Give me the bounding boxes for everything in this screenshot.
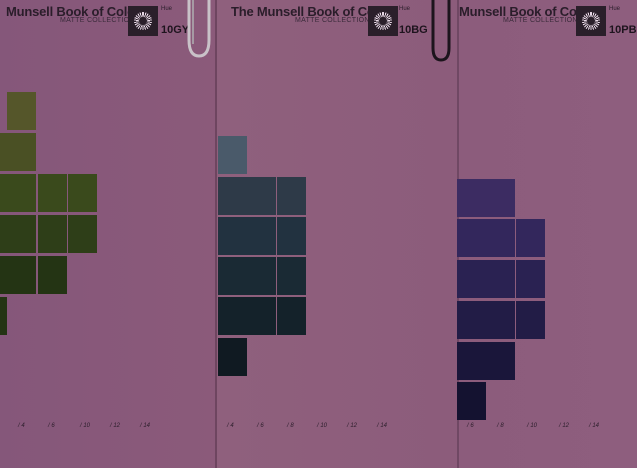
color-chip [218,297,247,335]
color-chip [457,301,486,339]
color-chip [277,217,306,255]
hue-label: Hue [399,6,411,12]
card-subtitle: MATTE COLLECTION [503,17,578,24]
color-chip [7,174,36,212]
chroma-label: / 14 [140,423,151,429]
color-chip [486,342,515,380]
chroma-label: / 10 [317,423,328,429]
color-chip [0,215,7,253]
chroma-label: / 12 [110,423,121,429]
chroma-label: / 14 [589,423,600,429]
color-chip [486,260,515,298]
card-subtitle: MATTE COLLECTION [295,17,370,24]
hue-label: Hue [609,6,621,12]
munsell-logo-icon [368,6,398,36]
chroma-label: / 4 [227,423,234,429]
chroma-label: / 10 [80,423,91,429]
color-chip [247,217,276,255]
binder-clip-icon [431,0,451,62]
color-chip [486,301,515,339]
card-title: Munsell Book of Color [459,4,593,19]
chroma-label: / 14 [377,423,388,429]
color-chip [0,297,7,335]
color-chip [68,215,97,253]
color-chip [457,342,486,380]
hue-code: 10PB [609,24,637,36]
color-chip [0,256,7,294]
color-chip [218,177,247,215]
color-chip [486,219,515,257]
color-chip [247,177,276,215]
card-subtitle: MATTE COLLECTION [60,17,135,24]
left-color-card: Munsell Book of Color MATTE COLLECTION H… [0,0,216,468]
card-title: The Munsell Book of Color [231,4,391,19]
chroma-label: / 8 [497,423,504,429]
color-chip [218,257,247,295]
color-chip [457,260,486,298]
chroma-label: / 6 [48,423,55,429]
munsell-logo-icon [128,6,158,36]
color-chip [516,301,545,339]
color-chip [68,174,97,212]
color-chip [38,256,67,294]
color-chip [7,133,36,171]
color-chip [457,219,486,257]
hue-code: 10BG [399,24,428,36]
color-chip [247,297,276,335]
color-chip [277,177,306,215]
color-chip [7,256,36,294]
color-chip [0,174,7,212]
hue-code: 10GY [161,24,190,36]
hue-label: Hue [161,6,173,12]
color-chip [218,217,247,255]
chroma-label: / 10 [527,423,538,429]
color-chip [218,338,247,376]
chroma-label: / 4 [18,423,25,429]
color-chip [516,219,545,257]
chroma-label: / 8 [287,423,294,429]
color-chip [38,174,67,212]
munsell-logo-icon [576,6,606,36]
chroma-label: / 6 [257,423,264,429]
color-chip [277,297,306,335]
chroma-label: / 6 [467,423,474,429]
color-chip [457,179,486,217]
color-chip [457,382,486,420]
color-chip [7,215,36,253]
color-chip [247,257,276,295]
color-chip [38,215,67,253]
color-chip [7,92,36,130]
color-chip [277,257,306,295]
card-title: Munsell Book of Color [6,4,140,19]
card-edge [215,0,217,468]
color-chip [516,260,545,298]
color-chip [218,136,247,174]
chroma-label: / 12 [559,423,570,429]
chroma-label: / 12 [347,423,358,429]
color-chip [0,133,7,171]
binder-clip-icon [187,0,211,58]
color-chip [486,179,515,217]
